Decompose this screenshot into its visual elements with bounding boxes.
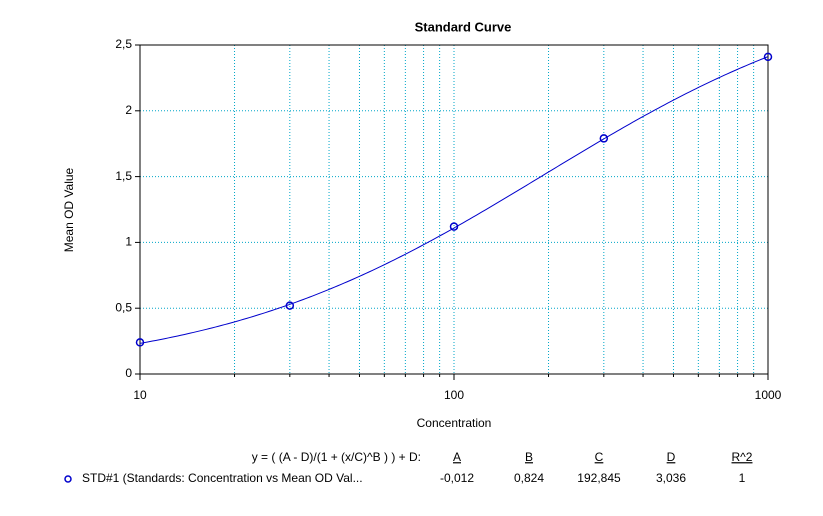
fit-value: 192,845 bbox=[577, 471, 621, 485]
fit-value: 3,036 bbox=[656, 471, 686, 485]
y-tick-label: 0 bbox=[125, 366, 132, 380]
data-point bbox=[599, 134, 609, 143]
fit-column-header: D bbox=[667, 450, 676, 464]
fit-value: 1 bbox=[739, 471, 746, 485]
plot-frame bbox=[139, 44, 769, 375]
y-axis-label: Mean OD Value bbox=[62, 167, 76, 252]
fit-column-header: A bbox=[453, 450, 461, 464]
data-point bbox=[449, 222, 459, 231]
fit-column-header: B bbox=[525, 450, 533, 464]
fit-value: 0,824 bbox=[514, 471, 544, 485]
legend-marker bbox=[64, 475, 72, 483]
y-tick-label: 2,5 bbox=[115, 37, 132, 51]
y-tick-label: 0,5 bbox=[115, 300, 132, 314]
fit-curve bbox=[139, 56, 769, 344]
x-axis-label: Concentration bbox=[417, 416, 492, 430]
data-point bbox=[135, 338, 145, 347]
x-tick-label: 10 bbox=[133, 388, 147, 402]
data-point bbox=[285, 301, 295, 310]
fit-formula: y = ( (A - D)/(1 + (x/C)^B ) ) + D: bbox=[252, 450, 421, 464]
chart-title: Standard Curve bbox=[415, 19, 512, 34]
x-tick-label: 100 bbox=[444, 388, 464, 402]
fit-value: -0,012 bbox=[440, 471, 474, 485]
fit-column-header: R^2 bbox=[732, 450, 753, 464]
legend-label: STD#1 (Standards: Concentration vs Mean … bbox=[82, 471, 363, 485]
x-tick-label: 1000 bbox=[755, 388, 782, 402]
y-tick-label: 1,5 bbox=[115, 169, 132, 183]
y-tick-label: 2 bbox=[125, 103, 132, 117]
y-tick-label: 1 bbox=[125, 235, 132, 249]
fit-column-header: C bbox=[595, 450, 604, 464]
data-point bbox=[763, 52, 773, 62]
